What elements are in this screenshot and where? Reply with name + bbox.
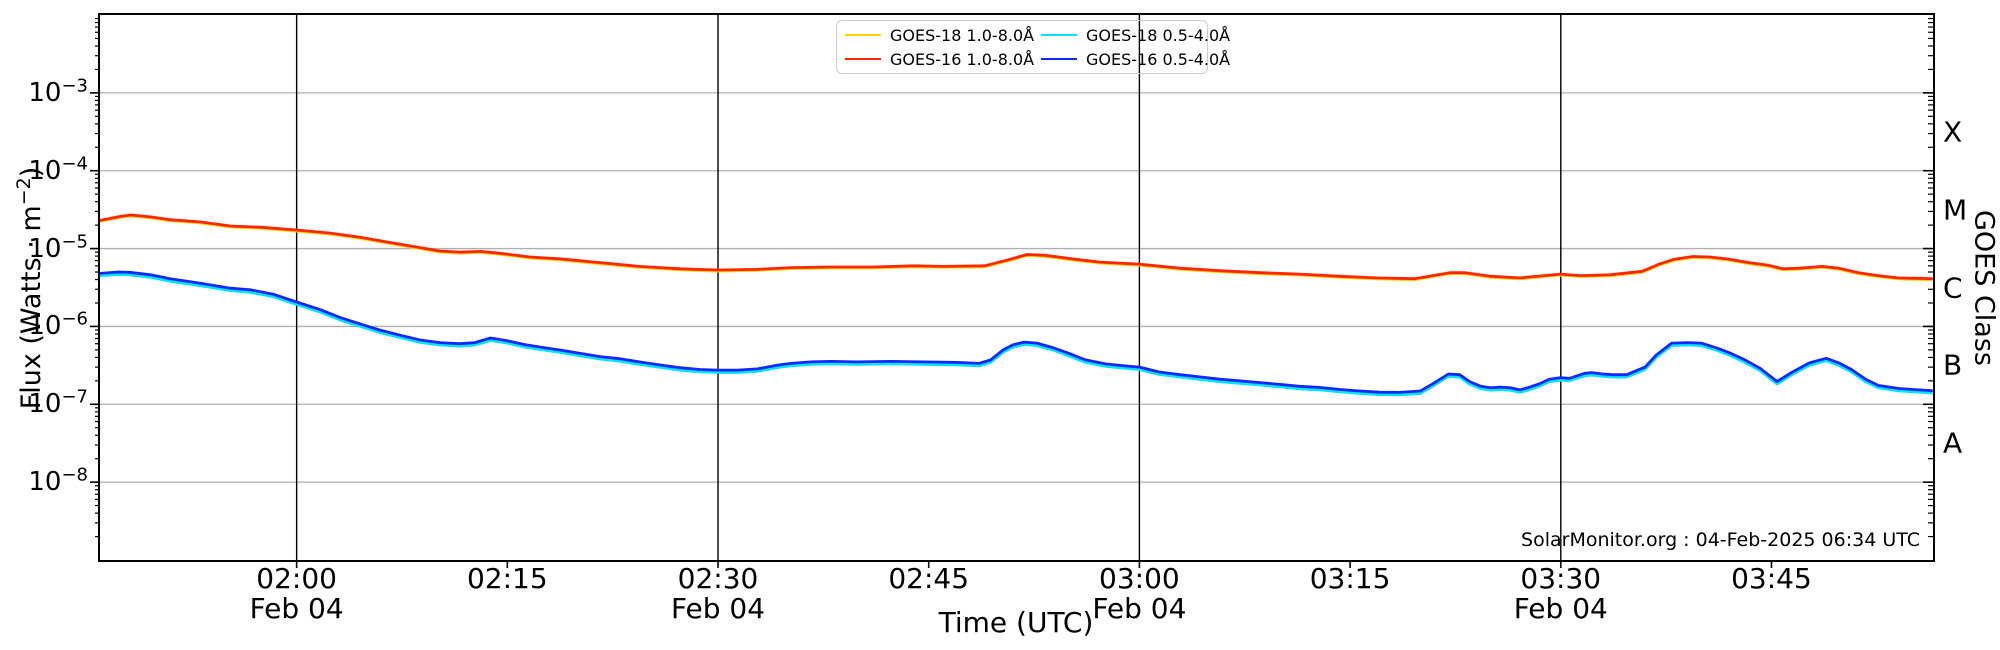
x-tick-label: 03:15 (1309, 562, 1391, 595)
y-tick-label: 10−5 (28, 230, 88, 264)
legend-entry: GOES-18 1.0-8.0Å (845, 26, 1041, 45)
x-axis-title: Time (UTC) (938, 606, 1094, 639)
goes-class-letter: A (1943, 426, 1963, 460)
y-axis-title: Flux (Watts · m−2) (13, 166, 47, 410)
y-tick-label: 10−4 (28, 153, 88, 186)
legend-entry: GOES-18 0.5-4.0Å (1041, 26, 1230, 45)
legend-entry: GOES-16 1.0-8.0Å (845, 50, 1041, 69)
goes-class-letter: X (1943, 115, 1963, 149)
legend-label: GOES-16 1.0-8.0Å (890, 49, 1035, 69)
x-tick-label: 03:45 (1731, 562, 1812, 595)
goes-class-letter: B (1943, 348, 1963, 382)
x-tick-label: 03:30 Feb 04 (1513, 562, 1608, 626)
legend-label: GOES-18 1.0-8.0Å (890, 25, 1035, 45)
legend-entry: GOES-16 0.5-4.0Å (1041, 50, 1230, 69)
legend-line-swatch (1041, 58, 1077, 60)
legend-line-swatch (845, 58, 881, 60)
x-tick-label: 02:00 Feb 04 (249, 562, 344, 626)
goes-class-letter: M (1943, 193, 1968, 227)
y-tick-label: 10−7 (28, 386, 88, 420)
x-tick-label: 02:30 Feb 04 (670, 562, 766, 626)
legend-line-swatch (1041, 34, 1077, 36)
source-annotation: SolarMonitor.org : 04-Feb-2025 06:34 UTC (1521, 529, 1920, 551)
y-tick-label: 10−6 (28, 308, 88, 342)
legend: GOES-18 1.0-8.0Å GOES-16 1.0-8.0Å GOES-1… (836, 20, 1230, 74)
x-tick-label: 02:45 (888, 562, 970, 595)
legend-line-swatch (845, 34, 881, 36)
y-tick-label: 10−3 (28, 75, 88, 108)
goes-class-letter: C (1943, 271, 1963, 304)
legend-label: GOES-18 0.5-4.0Å (1086, 25, 1231, 45)
right-axis-title: GOES Class (1968, 210, 2000, 366)
y-tick-label: 10−8 (28, 464, 88, 498)
x-tick-label: 03:00 Feb 04 (1092, 562, 1187, 626)
x-tick-label: 02:15 (466, 562, 548, 595)
legend-label: GOES-16 0.5-4.0Å (1086, 49, 1231, 69)
